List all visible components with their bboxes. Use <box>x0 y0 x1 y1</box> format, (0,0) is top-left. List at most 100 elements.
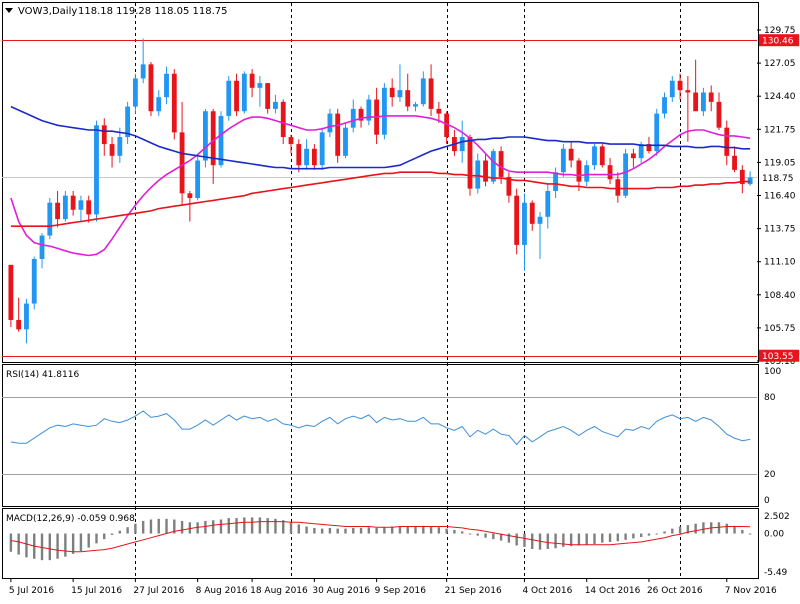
candle-body <box>397 90 403 98</box>
candle <box>506 172 512 203</box>
candle-body <box>584 165 590 182</box>
date-tick-label: 7 Nov 2016 <box>725 586 777 596</box>
macd-bar <box>390 526 394 534</box>
candle <box>24 298 29 344</box>
rsi-line <box>10 410 751 446</box>
candle <box>623 148 629 199</box>
candle-body <box>615 179 621 196</box>
candle-body <box>537 216 543 224</box>
macd-bar <box>188 522 192 534</box>
price-tick-label: 116.40 <box>764 192 796 202</box>
candle <box>747 171 753 186</box>
candle-body <box>304 148 309 166</box>
candle <box>109 137 115 168</box>
candle <box>125 101 131 145</box>
candle-body <box>420 78 426 105</box>
candle-body <box>148 64 154 112</box>
macd-bar <box>320 528 324 534</box>
macd-bar <box>64 533 67 557</box>
price-tick-label: 103.10 <box>764 357 796 367</box>
macd-bar <box>507 533 511 543</box>
candle <box>732 146 737 173</box>
date-tick-label: 15 Jul 2016 <box>71 586 122 596</box>
macd-bar <box>40 533 44 561</box>
moving-average-line <box>10 115 751 257</box>
candle <box>218 111 224 168</box>
candle-body <box>117 137 123 156</box>
macd-bar <box>126 527 129 534</box>
candle-body <box>389 87 395 98</box>
candle-body <box>358 108 364 121</box>
candle <box>280 99 286 145</box>
candle <box>662 92 667 119</box>
candle <box>701 87 706 116</box>
macd-bar <box>375 527 378 534</box>
candle-body <box>171 73 177 133</box>
macd-bar <box>585 533 588 545</box>
candle <box>273 94 278 114</box>
date-tick-label: 9 Sep 2016 <box>375 586 427 596</box>
macd-bar <box>523 533 526 547</box>
candle <box>529 200 535 231</box>
candle-body <box>24 303 29 330</box>
candle-body <box>39 235 45 259</box>
price-tick-label: 105.75 <box>764 324 796 334</box>
rsi-tick-label: 80 <box>764 393 776 403</box>
candle <box>343 122 348 159</box>
macd-bar <box>453 530 456 534</box>
candle-body <box>553 172 558 191</box>
macd-bar <box>352 527 355 534</box>
macd-bar <box>492 533 495 540</box>
candle-body <box>86 200 92 215</box>
candle-body <box>630 153 636 159</box>
candle-body <box>506 176 512 196</box>
candle <box>265 83 271 114</box>
candle-body <box>498 151 504 177</box>
candle <box>55 190 60 228</box>
candle <box>31 256 37 310</box>
candle <box>8 264 14 327</box>
candle <box>327 108 333 138</box>
macd-bar <box>429 526 433 534</box>
macd-signal-line <box>10 521 751 553</box>
candle-body <box>311 148 317 166</box>
date-tick-label: 30 Aug 2016 <box>312 586 370 596</box>
candle <box>514 188 520 255</box>
macd-bar <box>733 525 736 534</box>
macd-title: MACD(12,26,9) -0.059 0.968 <box>6 514 135 524</box>
candle <box>296 139 302 173</box>
candle <box>47 198 53 240</box>
candle-body <box>490 151 496 182</box>
candle <box>654 108 660 156</box>
candle <box>537 212 543 259</box>
candle-body <box>514 195 520 245</box>
candle-body <box>101 125 107 145</box>
candle-body <box>475 160 481 189</box>
candle-body <box>335 113 341 156</box>
candle-body <box>677 80 683 91</box>
candle-body <box>685 90 691 93</box>
macd-bar <box>515 533 518 546</box>
candle-body <box>257 83 263 88</box>
candle-body <box>195 160 201 199</box>
macd-bar <box>48 533 51 561</box>
date-tick-label: 4 Oct 2016 <box>522 586 572 596</box>
moving-average-line <box>10 171 751 227</box>
price-tick-label: 111.10 <box>764 258 796 268</box>
candle-body <box>31 258 37 304</box>
candle <box>16 297 22 332</box>
candle <box>381 83 387 140</box>
candle-body <box>234 80 239 112</box>
candle <box>101 118 107 156</box>
macd-pane <box>2 508 759 579</box>
macd-bar <box>173 519 176 534</box>
macd-bar <box>655 533 658 535</box>
collapse-triangle-icon[interactable] <box>5 8 13 13</box>
candle-body <box>623 153 629 196</box>
candle <box>560 144 566 177</box>
candle <box>693 59 699 112</box>
date-tick-label: 27 Jul 2016 <box>133 586 184 596</box>
price-tick-label: 108.40 <box>764 291 796 301</box>
